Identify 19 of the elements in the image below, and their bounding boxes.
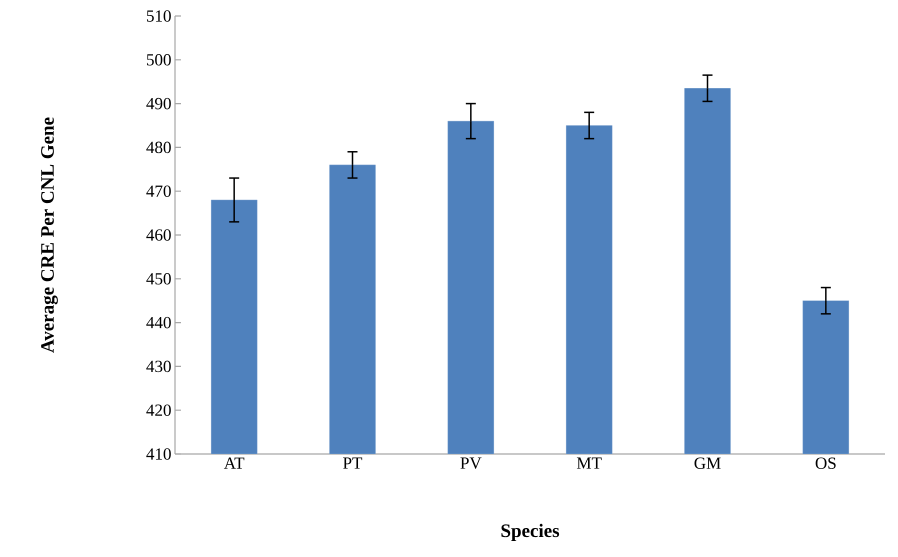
x-axis-title: Species (501, 524, 560, 542)
y-tick-label: 490 (146, 98, 171, 110)
x-tick-label: PT (343, 458, 362, 469)
x-tick-label: GM (694, 458, 721, 469)
y-tick-label: 500 (146, 54, 171, 66)
x-tick-label: AT (224, 458, 244, 469)
x-tick-label: MT (576, 458, 602, 469)
y-tick-label: 440 (146, 316, 171, 328)
x-tick-label: PV (460, 458, 482, 469)
y-tick-label: 470 (146, 185, 171, 197)
y-tick-label: 460 (146, 229, 171, 241)
y-tick-label: 450 (146, 273, 171, 285)
y-tick-label: 410 (146, 448, 171, 460)
y-tick-label: 510 (146, 10, 171, 22)
y-tick-label: 480 (146, 142, 171, 154)
y-tick-label: 420 (146, 404, 171, 416)
y-axis-title: Average CRE Per CNL Gene (41, 117, 58, 353)
y-tick-label: 430 (146, 360, 171, 372)
x-tick-label: OS (816, 458, 836, 469)
